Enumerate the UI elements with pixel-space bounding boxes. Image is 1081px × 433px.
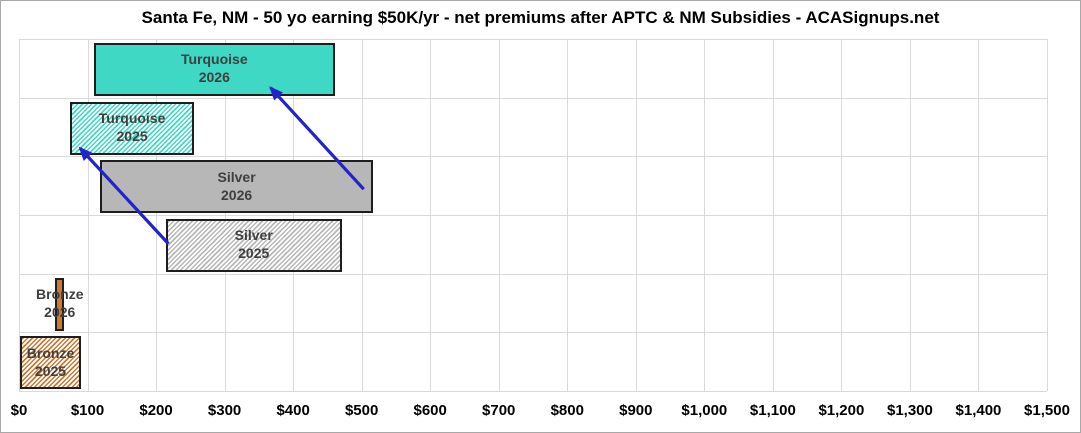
bar-label-line2: 2026 (44, 304, 76, 320)
gridline-horizontal (19, 39, 1047, 40)
x-axis-tick-label: $300 (207, 402, 242, 419)
bar-label-line2: 2025 (238, 245, 270, 262)
x-axis-tick-label: $600 (413, 402, 447, 419)
bar-label-line2: 2026 (220, 186, 253, 203)
bar-bronze-2025 (20, 336, 81, 390)
x-axis-tick-label: $1,400 (955, 402, 1002, 419)
bar-label-line2: 2025 (34, 362, 67, 379)
x-axis-tick-label: $800 (550, 402, 584, 419)
gridline-vertical (1047, 39, 1048, 391)
x-axis-tick-label: $1,500 (1024, 402, 1070, 419)
gridline-horizontal (19, 215, 1047, 216)
x-axis-tick-label: $200 (139, 402, 173, 419)
bar-silver-2025 (165, 219, 342, 272)
x-axis-tick-label: $1,200 (818, 402, 865, 419)
x-axis-tick-label: $900 (619, 402, 653, 419)
bar-label-bronze-2025: Bronze 2025 (27, 344, 74, 380)
x-axis-tick-label: $1,300 (886, 402, 933, 419)
bar-label-silver-2025: Silver 2025 (235, 226, 273, 262)
x-axis-tick-label: $1,000 (681, 402, 728, 419)
gridline-horizontal (19, 391, 1047, 392)
bar-label-line2: 2025 (116, 128, 148, 144)
x-axis-tick-label: $1,100 (749, 402, 796, 419)
x-axis-tick-label: $100 (70, 402, 105, 419)
bar-label-line1: Silver (234, 227, 273, 244)
bar-label-turquoise-2026: Turquoise 2026 (181, 50, 248, 86)
bar-label-turquoise-2025: Turquoise 2025 (99, 109, 166, 145)
gridline-horizontal (19, 273, 1047, 275)
gridline-horizontal (19, 332, 1047, 334)
gridline-horizontal (19, 97, 1047, 99)
bar-label-line1: Bronze (26, 344, 75, 361)
bar-label-line1: Silver (217, 168, 256, 185)
bar-label-line1: Turquoise (180, 51, 248, 68)
x-axis-tick-label: $700 (482, 402, 516, 419)
bar-label-line1: Turquoise (98, 110, 166, 126)
bar-label-line2: 2026 (198, 69, 230, 86)
x-axis-tick-label: $500 (344, 402, 379, 419)
x-axis-tick-label: $400 (276, 402, 310, 419)
bar-label-silver-2026: Silver 2026 (218, 168, 256, 204)
bar-label-line1: Bronze (36, 286, 84, 302)
chart-title: Santa Fe, NM - 50 yo earning $50K/yr - n… (141, 8, 940, 27)
gridline-horizontal (19, 156, 1047, 158)
bar-bronze-2026 (55, 277, 65, 331)
bar-turquoise-2025 (70, 101, 194, 155)
bar-label-bronze-2026: Bronze 2026 (36, 285, 83, 321)
x-axis-tick-label: $0 (10, 402, 28, 419)
